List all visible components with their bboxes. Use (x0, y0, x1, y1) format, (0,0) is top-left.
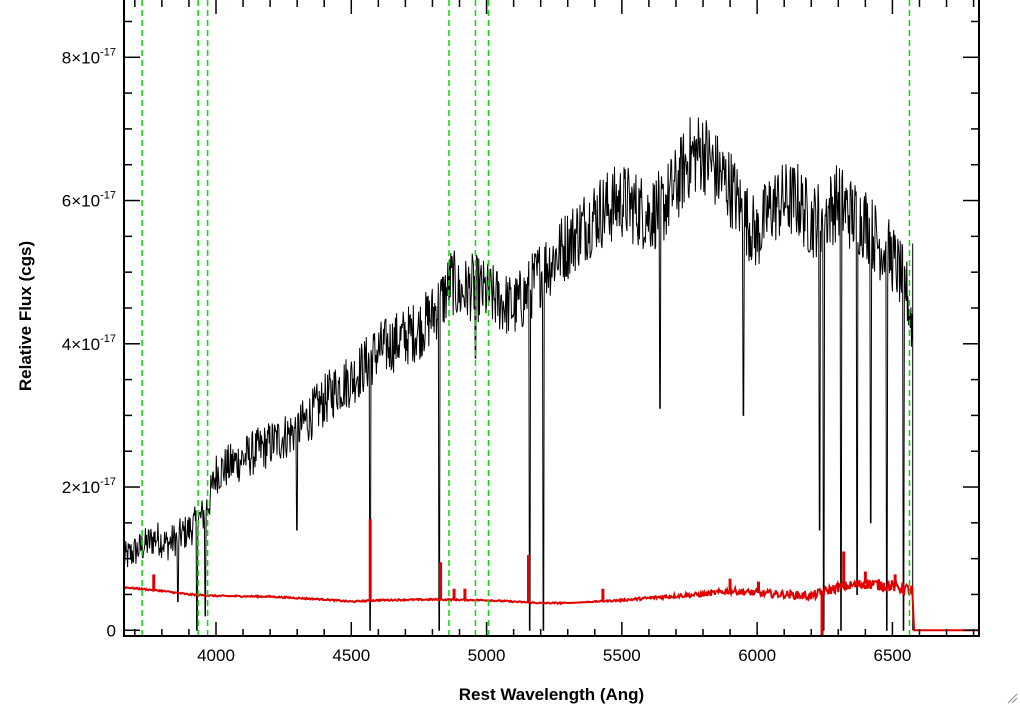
y-tick-exponent: -17 (100, 333, 116, 345)
x-tick-label: 4000 (197, 646, 235, 665)
y-tick-mantissa: 4×10 (62, 335, 100, 354)
emission-line-markers (141, 0, 911, 636)
error-line (124, 578, 979, 632)
y-tick-exponent: -17 (100, 476, 116, 488)
y-tick-label: 6×10-17 (62, 190, 116, 211)
x-axis-label: Rest Wavelength (Ang) (459, 685, 644, 704)
tick-labels: 4000 4500 5000 5500 6000 650002×10-174×10-176… (62, 46, 912, 665)
y-tick-mantissa: 8×10 (62, 48, 100, 67)
y-axis-label: Relative Flux (cgs) (16, 241, 35, 391)
axis-ticks (124, 0, 979, 636)
x-tick-label: 6500 (874, 646, 912, 665)
y-tick-mantissa: 2×10 (62, 478, 100, 497)
y-tick-label: 8×10-17 (62, 46, 116, 67)
y-tick-exponent: -17 (100, 190, 116, 202)
x-tick-label: 5500 (603, 646, 641, 665)
y-tick-label: 0 (107, 621, 116, 640)
x-tick-label: 5000 (468, 646, 506, 665)
plot-data (124, 117, 979, 636)
y-tick-label: 2×10-17 (62, 476, 116, 497)
resize-grip-icon[interactable] (1006, 692, 1018, 704)
y-tick-label: 4×10-17 (62, 333, 116, 354)
plot-frame (123, 0, 980, 637)
y-tick-mantissa: 0 (107, 621, 116, 640)
x-tick-label: 6000 (738, 646, 776, 665)
y-tick-mantissa: 6×10 (62, 192, 100, 211)
spectrum-line (124, 117, 914, 631)
y-tick-exponent: -17 (100, 46, 116, 58)
x-tick-label: 4500 (332, 646, 370, 665)
